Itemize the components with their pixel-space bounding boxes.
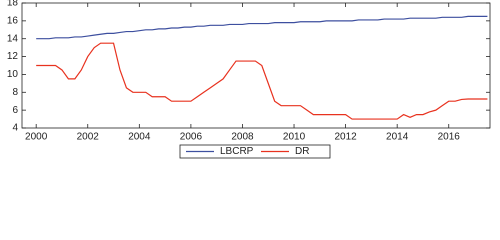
x-tick-label: 2016 — [438, 132, 461, 143]
x-tick-label: 2008 — [231, 132, 254, 143]
x-tick-label: 2012 — [334, 132, 357, 143]
y-tick-label: 6 — [12, 105, 18, 116]
chart: 4 6 8 10 12 14 16 18 2000 2002 2004 2006 2008 2010 201… — [7, 0, 491, 159]
x-tick-label: 2010 — [283, 132, 306, 143]
legend-box — [179, 144, 331, 159]
x-tick-label: 2014 — [386, 132, 409, 143]
series-line — [36, 15, 488, 40]
y-tick-label: 18 — [7, 0, 19, 9]
y-tick-label: 4 — [12, 123, 18, 134]
x-tick-label: 2000 — [25, 132, 48, 143]
y-tick-label: 12 — [7, 51, 19, 62]
y-tick-label: 16 — [7, 15, 19, 26]
series-line — [36, 42, 488, 120]
y-tick-label: 10 — [7, 69, 19, 80]
legend-label: LBCRP — [220, 146, 254, 157]
x-tick-label: 2002 — [77, 132, 100, 143]
y-tick-label: 14 — [7, 33, 19, 44]
x-tick-label: 2006 — [180, 132, 203, 143]
y-tick-label: 8 — [12, 87, 18, 98]
x-tick-label: 2004 — [128, 132, 151, 143]
plot-frame — [21, 2, 491, 129]
legend-label: DR — [295, 146, 309, 157]
